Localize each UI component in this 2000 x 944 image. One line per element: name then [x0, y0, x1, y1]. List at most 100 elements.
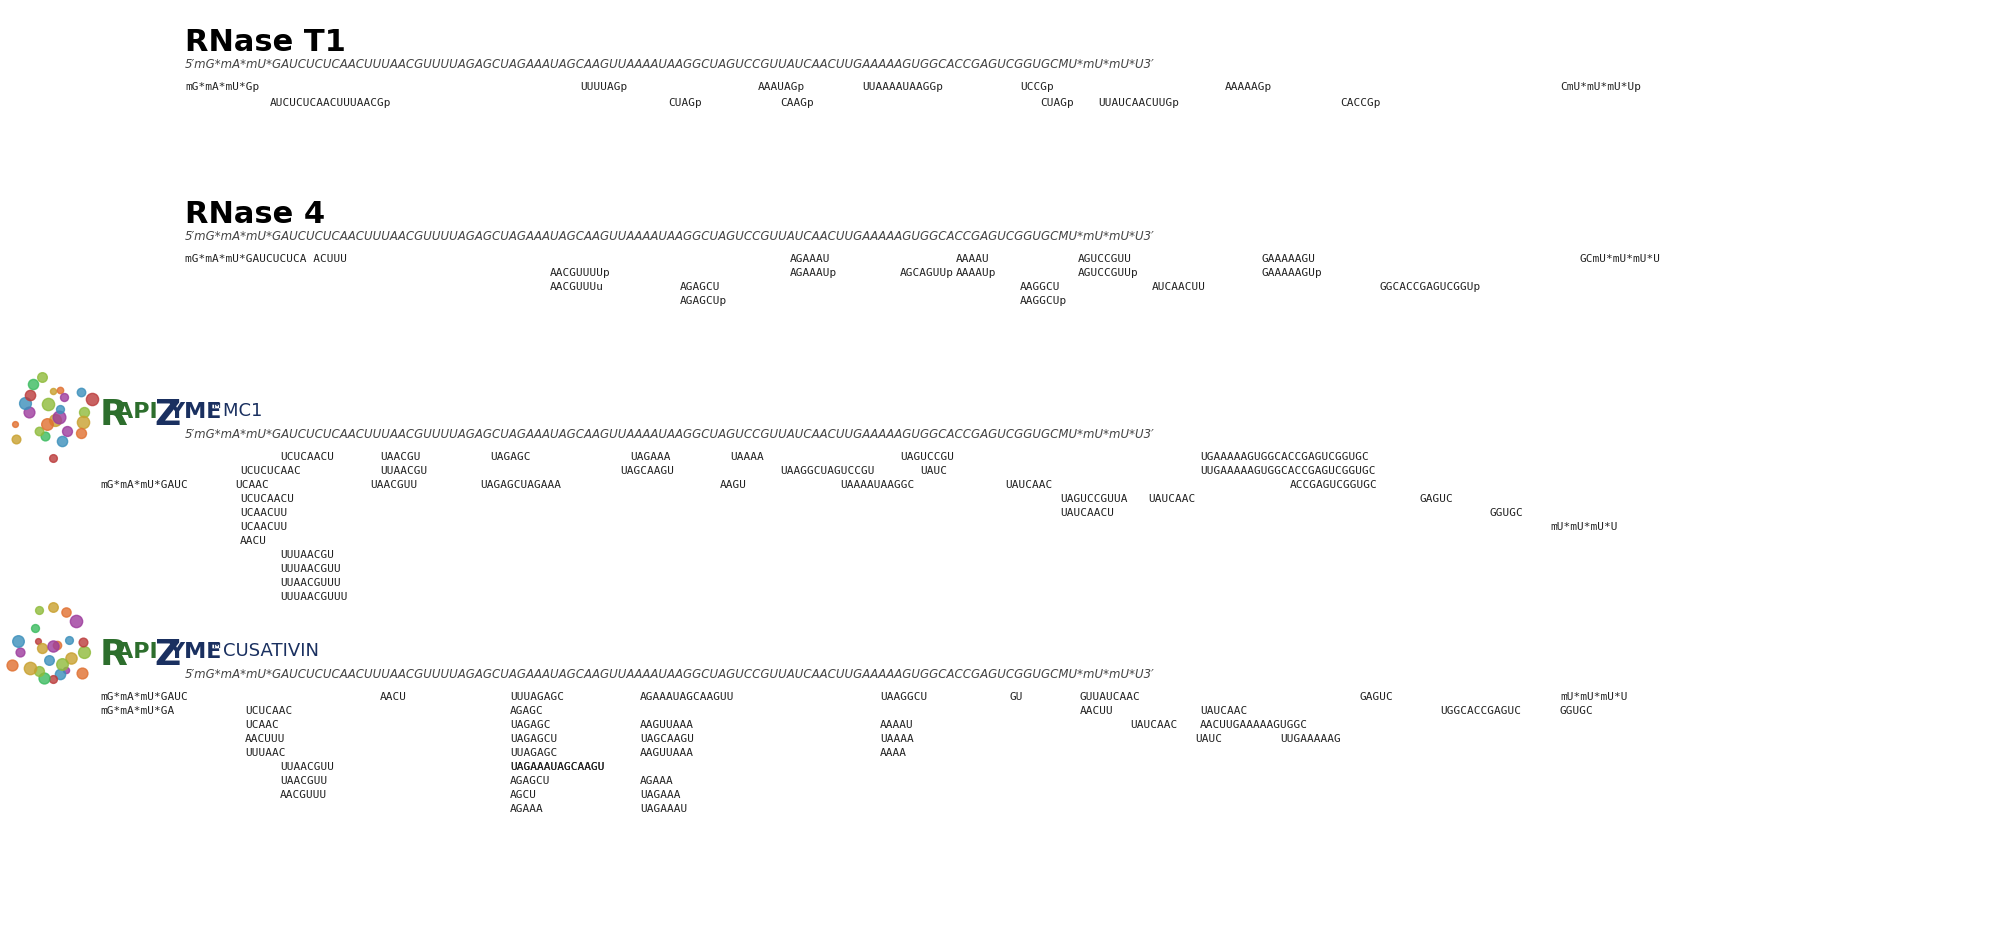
- Text: UUAACGUU: UUAACGUU: [280, 761, 334, 771]
- Point: [46, 433, 78, 448]
- Text: AAAA: AAAA: [880, 748, 908, 757]
- Point: [76, 393, 108, 408]
- Text: UUAUCAACUUGp: UUAUCAACUUGp: [1098, 98, 1180, 108]
- Text: Z: Z: [154, 397, 180, 431]
- Text: UCCGp: UCCGp: [1020, 82, 1054, 92]
- Text: UCUCAACU: UCUCAACU: [280, 451, 334, 462]
- Point: [36, 672, 68, 687]
- Text: AGUCCGUU: AGUCCGUU: [1078, 254, 1132, 263]
- Text: UCUCAAC: UCUCAAC: [244, 705, 292, 716]
- Text: ™MC1: ™MC1: [206, 401, 262, 419]
- Text: Z: Z: [154, 637, 180, 671]
- Point: [32, 652, 64, 667]
- Text: API: API: [116, 401, 166, 422]
- Point: [24, 603, 56, 618]
- Point: [14, 661, 46, 676]
- Text: AAAAAGp: AAAAAGp: [1224, 82, 1272, 92]
- Point: [4, 645, 36, 660]
- Point: [26, 641, 58, 656]
- Text: UUUUAGp: UUUUAGp: [580, 82, 628, 92]
- Point: [68, 405, 100, 420]
- Text: UUUAACGUU: UUUAACGUU: [280, 564, 340, 573]
- Text: UCUCUCAAC: UCUCUCAAC: [240, 465, 300, 476]
- Text: UAUCAACU: UAUCAACU: [1060, 508, 1114, 517]
- Text: AGUCCGUUp: AGUCCGUUp: [1078, 268, 1138, 278]
- Text: AGCAGUUp: AGCAGUUp: [900, 268, 954, 278]
- Text: CAAGp: CAAGp: [780, 98, 814, 108]
- Text: GU: GU: [1010, 691, 1024, 701]
- Point: [44, 402, 76, 417]
- Text: AACUUU: AACUUU: [244, 733, 286, 743]
- Text: UAUC: UAUC: [1196, 733, 1222, 743]
- Text: UUAACGUUU: UUAACGUUU: [280, 578, 340, 587]
- Text: AACGUUUUp: AACGUUUUp: [550, 268, 610, 278]
- Point: [0, 432, 32, 447]
- Point: [24, 424, 56, 439]
- Text: AACU: AACU: [240, 535, 268, 546]
- Text: UAUCAAC: UAUCAAC: [1006, 480, 1052, 490]
- Text: GAAAAAGUp: GAAAAAGUp: [1262, 268, 1322, 278]
- Text: ™CUSATIVIN: ™CUSATIVIN: [206, 641, 320, 659]
- Text: UAUC: UAUC: [920, 465, 948, 476]
- Text: UAGCAAGU: UAGCAAGU: [640, 733, 694, 743]
- Point: [26, 370, 58, 385]
- Text: mU*mU*mU*U: mU*mU*mU*U: [1560, 691, 1628, 701]
- Text: UCAAC: UCAAC: [236, 480, 268, 490]
- Text: UUGAAAAAG: UUGAAAAAG: [1280, 733, 1340, 743]
- Point: [22, 633, 54, 649]
- Text: GGUGC: GGUGC: [1490, 508, 1524, 517]
- Text: UAGUCCGU: UAGUCCGU: [900, 451, 954, 462]
- Point: [36, 450, 68, 465]
- Text: AGAAAUAGCAAGUU: AGAAAUAGCAAGUU: [640, 691, 734, 701]
- Text: UAGAAAU: UAGAAAU: [640, 803, 688, 813]
- Text: AAAUAGp: AAAUAGp: [758, 82, 806, 92]
- Text: AGAAAU: AGAAAU: [790, 254, 830, 263]
- Point: [44, 667, 76, 683]
- Text: UAGAAA: UAGAAA: [640, 789, 680, 800]
- Text: UUGAAAAAGUGGCACCGAGUCGGUGC: UUGAAAAAGUGGCACCGAGUCGGUGC: [1200, 465, 1376, 476]
- Point: [48, 390, 80, 405]
- Text: UUUAAC: UUUAAC: [244, 748, 286, 757]
- Text: GGUGC: GGUGC: [1560, 705, 1594, 716]
- Text: CACCGp: CACCGp: [1340, 98, 1380, 108]
- Text: UAGAGC: UAGAGC: [510, 719, 550, 729]
- Text: AAGGCUp: AAGGCUp: [1020, 295, 1068, 306]
- Text: AACUUGAAAAAGUGGC: AACUUGAAAAAGUGGC: [1200, 719, 1308, 729]
- Text: UAGUCCGUUA: UAGUCCGUUA: [1060, 494, 1128, 503]
- Text: mU*mU*mU*U: mU*mU*mU*U: [1550, 521, 1618, 531]
- Text: AGCU: AGCU: [510, 789, 536, 800]
- Point: [28, 671, 60, 686]
- Text: mG*mA*mU*GAUCUCUCA ACUUU: mG*mA*mU*GAUCUCUCA ACUUU: [184, 254, 348, 263]
- Text: UAACGU: UAACGU: [380, 451, 420, 462]
- Point: [16, 378, 48, 393]
- Text: AGAAAUp: AGAAAUp: [790, 268, 838, 278]
- Point: [64, 385, 96, 400]
- Text: 5′mG*mA*mU*GAUCUCUCAACUUUAACGUUUUAGAGCUAGAAAUAGCAAGUUAAAAUAAGGCUAGUCCGUUAUCAACUU: 5′mG*mA*mU*GAUCUCUCAACUUUAACGUUUUAGAGCUA…: [184, 667, 1154, 681]
- Text: AGAGCU: AGAGCU: [680, 281, 720, 292]
- Text: UCAAC: UCAAC: [244, 719, 278, 729]
- Point: [50, 604, 82, 619]
- Text: mG*mA*mU*GA: mG*mA*mU*GA: [100, 705, 174, 716]
- Text: UUUAGAGC: UUUAGAGC: [510, 691, 564, 701]
- Point: [68, 645, 100, 660]
- Point: [68, 635, 100, 650]
- Text: CmU*mU*mU*Up: CmU*mU*mU*Up: [1560, 82, 1640, 92]
- Point: [42, 638, 74, 653]
- Text: UAAAA: UAAAA: [880, 733, 914, 743]
- Point: [8, 396, 40, 411]
- Text: UAAGGCU: UAAGGCU: [880, 691, 928, 701]
- Text: CUAGp: CUAGp: [668, 98, 702, 108]
- Point: [30, 417, 62, 432]
- Text: UAGAAA: UAGAAA: [630, 451, 670, 462]
- Text: AAGGCU: AAGGCU: [1020, 281, 1060, 292]
- Text: UUAGAGC: UUAGAGC: [510, 748, 558, 757]
- Text: UAGAGCU: UAGAGCU: [510, 733, 558, 743]
- Text: UAAAA: UAAAA: [730, 451, 764, 462]
- Text: mG*mA*mU*Gp: mG*mA*mU*Gp: [184, 82, 260, 92]
- Point: [2, 633, 34, 649]
- Text: AGAAA: AGAAA: [510, 803, 544, 813]
- Text: ACCGAGUCGGUGC: ACCGAGUCGGUGC: [1290, 480, 1378, 490]
- Point: [36, 599, 68, 615]
- Text: AUCUCUCAACUUUAACGp: AUCUCUCAACUUUAACGp: [270, 98, 392, 108]
- Point: [52, 425, 84, 440]
